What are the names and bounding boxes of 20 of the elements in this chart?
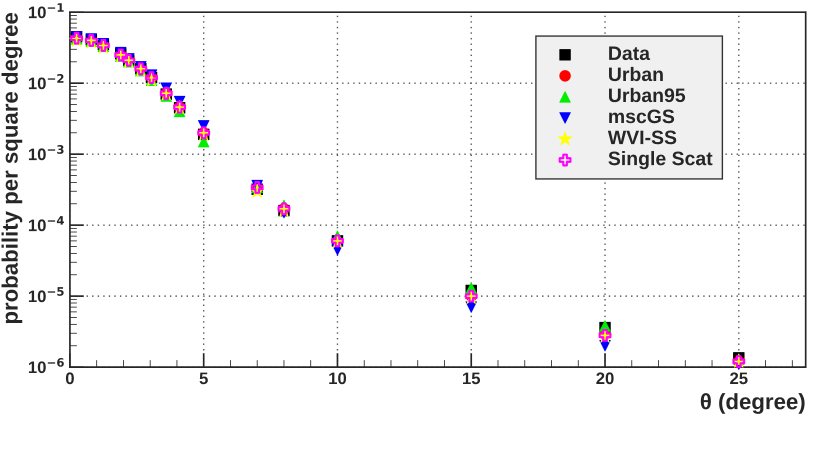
legend-label: mscGS bbox=[609, 109, 674, 124]
y-tick-label: 10$^{−5}$ bbox=[28, 287, 64, 302]
y-tick-label: 10$^{−4}$ bbox=[28, 216, 64, 232]
x-tick-label: 10 bbox=[329, 372, 346, 384]
x-axis-title: θ (degree) bbox=[700, 393, 805, 414]
legend-label: Data bbox=[609, 46, 650, 60]
y-tick-label: 10$^{−2}$ bbox=[28, 74, 64, 90]
legend-label: Urban bbox=[609, 66, 663, 82]
y-axis-title: probability per square degree bbox=[2, 12, 22, 324]
y-tick-label: 10$^{−3}$ bbox=[28, 145, 64, 160]
x-tick-label: 0 bbox=[66, 372, 74, 384]
x-tick-label: 5 bbox=[200, 372, 208, 384]
legend-label: WVI-SS bbox=[608, 130, 676, 144]
legend-label: Urban95 bbox=[609, 88, 686, 102]
x-tick-label: 20 bbox=[596, 372, 614, 384]
x-tick-label: 15 bbox=[463, 372, 480, 384]
x-tick-label: 25 bbox=[730, 372, 748, 384]
y-tick-label: 10$^{−1}$ bbox=[28, 3, 64, 18]
y-tick-label: 10$^{−6}$ bbox=[28, 358, 64, 374]
legend-label: Single Scat bbox=[608, 151, 712, 170]
